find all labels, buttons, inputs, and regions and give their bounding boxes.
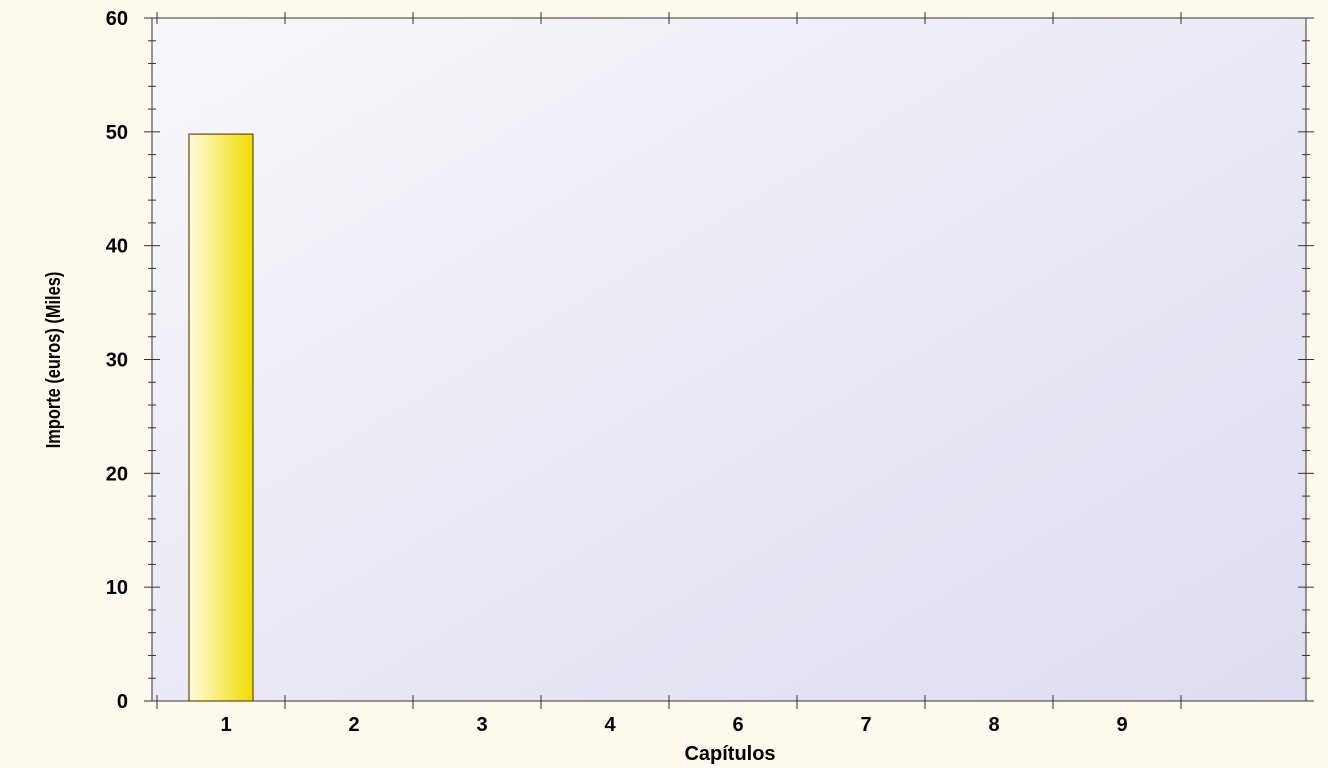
x-tick-label: 4 bbox=[604, 714, 616, 736]
y-tick-label: 30 bbox=[106, 350, 128, 372]
bars-group bbox=[188, 133, 254, 702]
x-tick-label: 3 bbox=[476, 714, 487, 736]
y-axis-title: Importe (euros) (Miles) bbox=[41, 272, 64, 449]
y-tick-label: 10 bbox=[106, 577, 128, 599]
x-tick-label: 1 bbox=[220, 714, 231, 736]
y-axis: 0 10 20 30 40 50 60 bbox=[106, 8, 160, 713]
x-tick-label: 8 bbox=[988, 714, 999, 736]
plot-area bbox=[151, 17, 1307, 702]
y-tick-label: 60 bbox=[106, 8, 128, 30]
y-tick-label: 50 bbox=[106, 122, 128, 144]
x-tick-label: 7 bbox=[860, 714, 871, 736]
x-axis-title: Capítulos bbox=[684, 743, 775, 765]
bar bbox=[188, 133, 254, 702]
x-tick-label: 9 bbox=[1116, 714, 1127, 736]
y-tick-label: 40 bbox=[106, 236, 128, 258]
x-tick-label: 2 bbox=[348, 714, 359, 736]
y-tick-label: 0 bbox=[117, 691, 128, 713]
y-tick-label: 20 bbox=[106, 463, 128, 485]
x-axis-top bbox=[156, 12, 1182, 24]
y-axis-right bbox=[1298, 17, 1314, 702]
x-axis: 1 2 3 4 6 7 8 9 bbox=[156, 695, 1182, 736]
x-tick-label: 6 bbox=[732, 714, 743, 736]
